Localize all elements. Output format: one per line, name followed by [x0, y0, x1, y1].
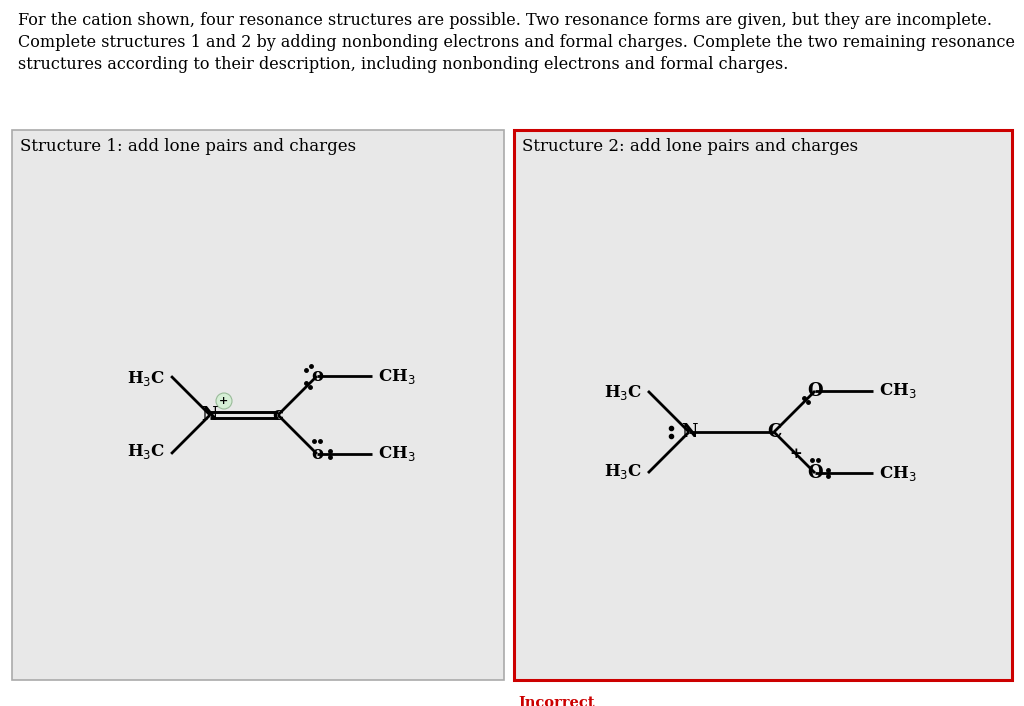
- Bar: [514, 130, 1012, 680]
- Text: Complete structures 1 and 2 by adding nonbonding electrons and formal charges. C: Complete structures 1 and 2 by adding no…: [18, 34, 1015, 51]
- Text: CH$_3$: CH$_3$: [378, 366, 416, 385]
- Text: o: o: [311, 367, 323, 385]
- Text: +: +: [790, 447, 803, 461]
- Text: H$_3$C: H$_3$C: [127, 369, 165, 388]
- Text: CH$_3$: CH$_3$: [378, 444, 416, 463]
- Text: O: O: [807, 464, 823, 482]
- Text: Structure 2: add lone pairs and charges: Structure 2: add lone pairs and charges: [522, 138, 858, 155]
- Text: structures according to their description, including nonbonding electrons and fo: structures according to their descriptio…: [18, 56, 788, 73]
- Text: N: N: [681, 423, 697, 441]
- Circle shape: [216, 393, 232, 409]
- Text: O: O: [807, 382, 823, 400]
- Text: H$_3$C: H$_3$C: [604, 383, 642, 402]
- Text: +: +: [219, 395, 228, 407]
- Text: H$_3$C: H$_3$C: [604, 462, 642, 481]
- Bar: [12, 130, 504, 680]
- Text: N: N: [202, 406, 218, 424]
- Text: For the cation shown, four resonance structures are possible. Two resonance form: For the cation shown, four resonance str…: [18, 12, 992, 29]
- Text: C: C: [767, 423, 781, 441]
- Text: H$_3$C: H$_3$C: [127, 443, 165, 462]
- Text: CH$_3$: CH$_3$: [879, 381, 916, 400]
- Text: CH$_3$: CH$_3$: [879, 464, 916, 482]
- Text: Structure 1: add lone pairs and charges: Structure 1: add lone pairs and charges: [20, 138, 356, 155]
- Text: Incorrect: Incorrect: [518, 696, 595, 706]
- Text: o: o: [311, 445, 323, 463]
- Text: c: c: [272, 406, 284, 424]
